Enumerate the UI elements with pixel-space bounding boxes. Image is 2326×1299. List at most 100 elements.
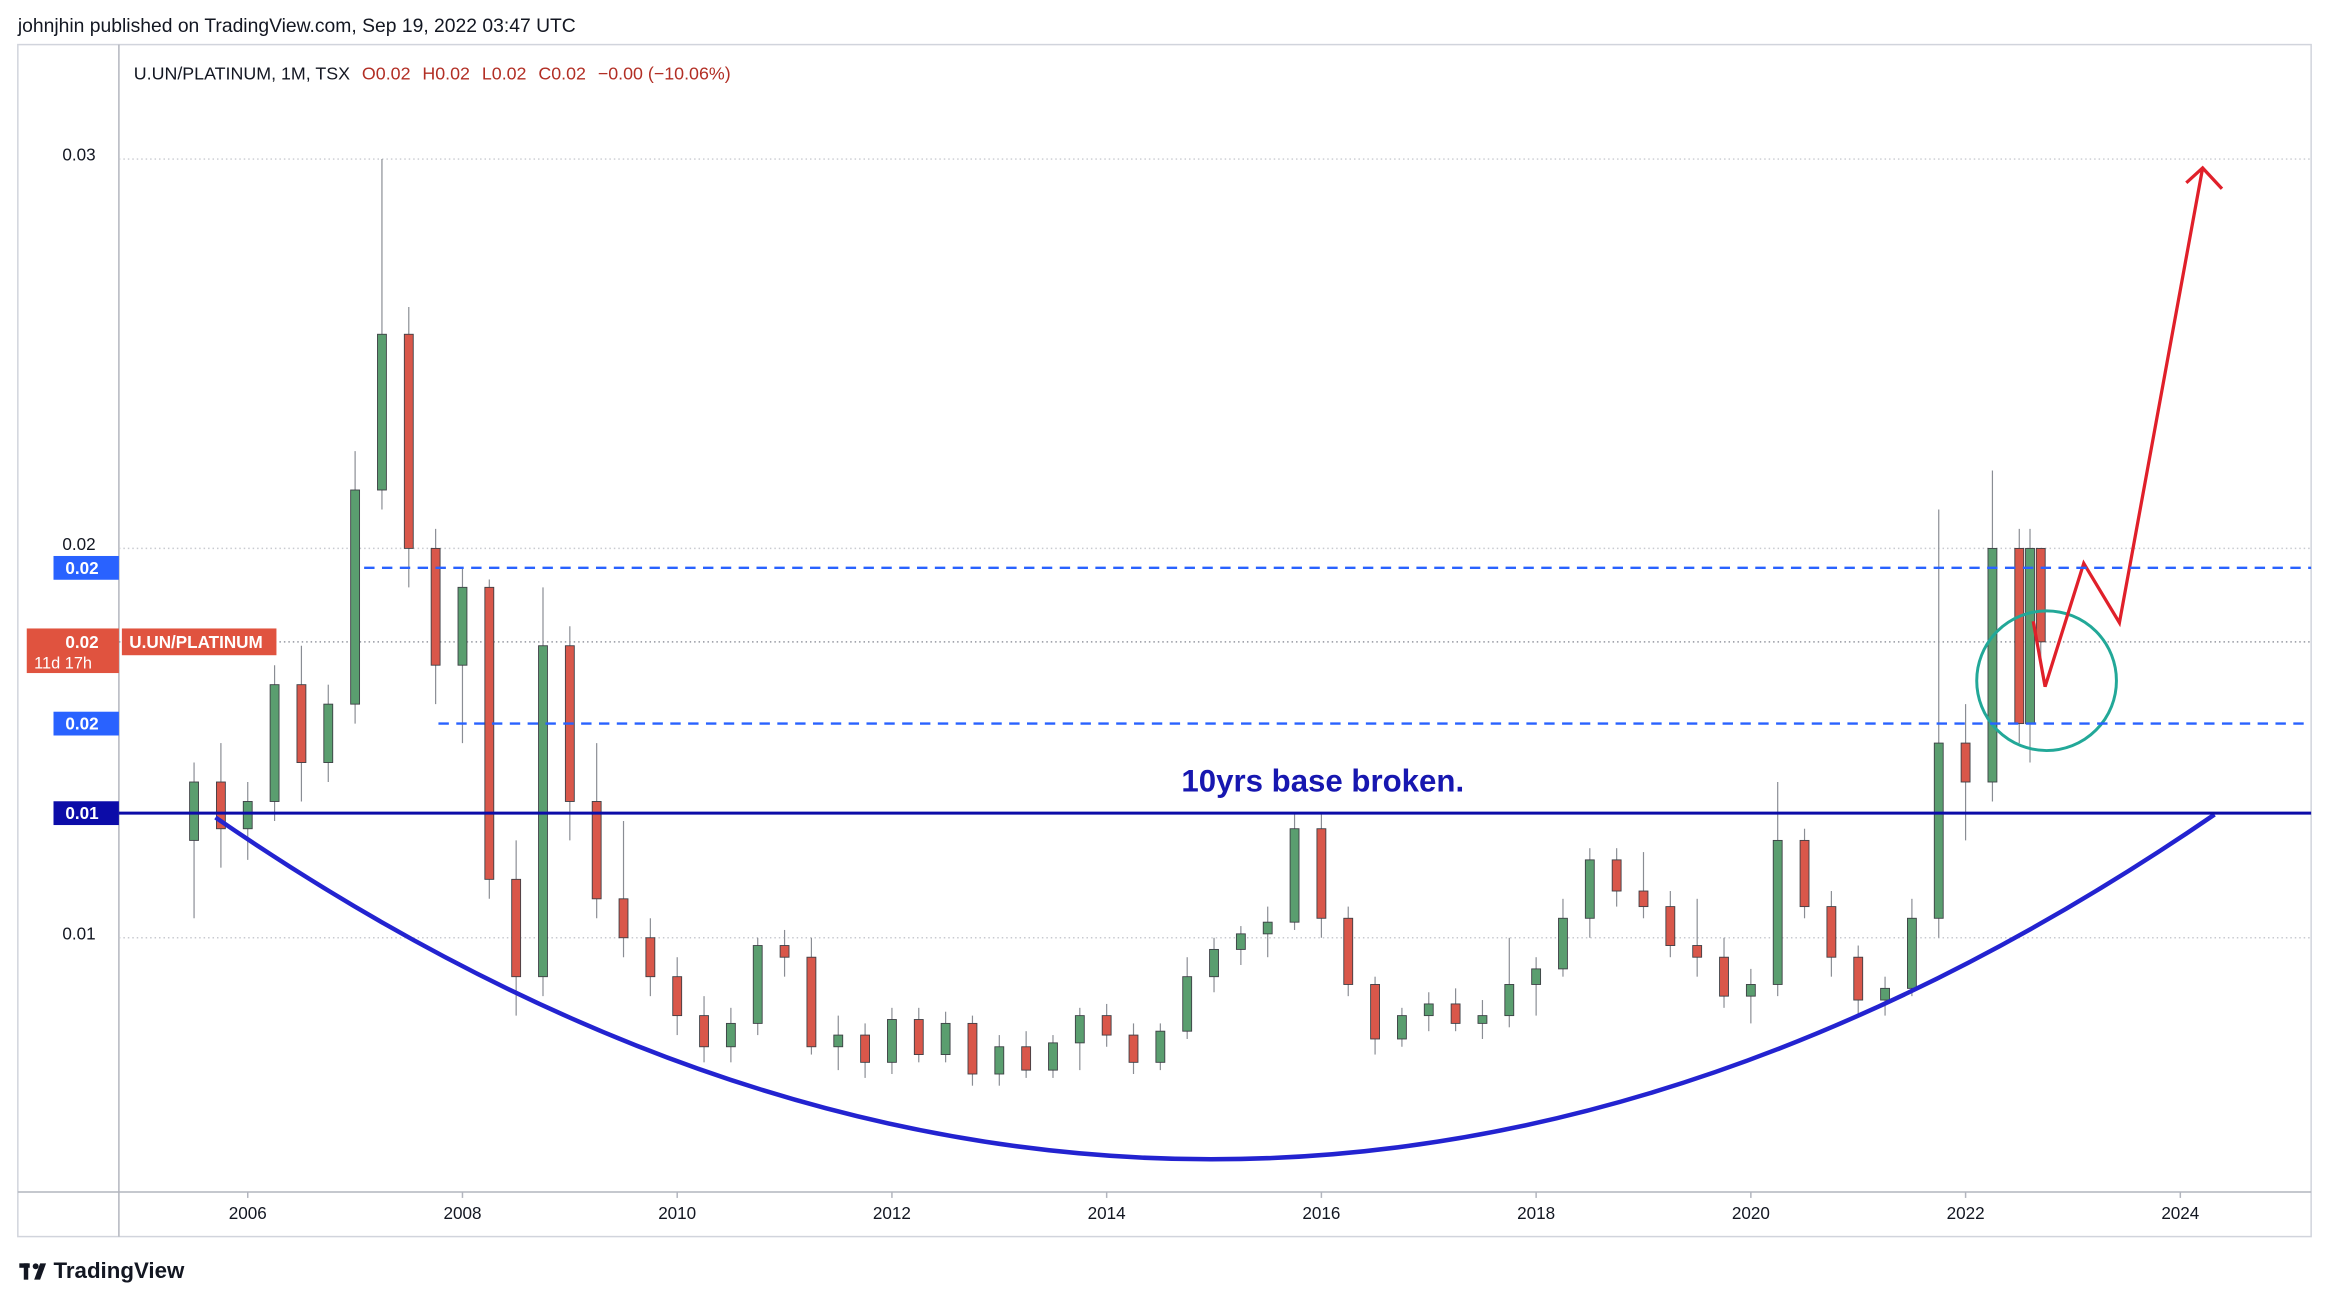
candle-body	[2014, 547, 2025, 725]
candle-body	[1477, 1015, 1488, 1024]
candle-body	[1745, 984, 1756, 997]
candle-body	[403, 333, 414, 549]
symbol-tag: U.UN/PLATINUM	[129, 633, 262, 652]
symbol-tag-box	[121, 628, 277, 656]
candle-body	[860, 1034, 870, 1063]
x-tick-label: 2008	[443, 1204, 481, 1223]
candle-body	[323, 703, 334, 763]
ohlc-close: C0.02	[538, 63, 586, 83]
candle-body	[1262, 921, 1273, 935]
candle-body	[618, 898, 629, 939]
candle-body	[1772, 839, 1783, 985]
candle-body	[1531, 968, 1542, 985]
candle-body	[1289, 828, 1300, 923]
footer-logo	[19, 1263, 47, 1280]
x-tick-label: 2014	[1088, 1204, 1126, 1223]
x-tick-label: 2020	[1732, 1204, 1770, 1223]
candle-body	[296, 684, 307, 763]
candle-body	[1370, 984, 1380, 1040]
candle-body	[1450, 1003, 1461, 1024]
candle-body	[1209, 948, 1219, 978]
last-price-label: 0.02	[65, 633, 98, 652]
footer-brand: TradingView	[54, 1258, 186, 1283]
candle-body	[511, 878, 522, 978]
last-price-box	[26, 628, 119, 674]
arrow-head	[2185, 165, 2224, 190]
candle-body	[1933, 742, 1944, 919]
ohlc-open: O0.02	[362, 63, 411, 83]
candle-body	[967, 1022, 978, 1075]
candle-body	[1960, 742, 1971, 783]
candle-body	[1692, 945, 1703, 958]
x-tick-label: 2018	[1517, 1204, 1555, 1223]
candle-body	[269, 684, 280, 802]
projection-arrow	[2031, 167, 2205, 688]
y-tick-label: 0.01	[62, 924, 95, 943]
x-tick-label: 2024	[2161, 1204, 2199, 1223]
candle-body	[1101, 1015, 1112, 1036]
candle-body	[1719, 956, 1729, 997]
candle-body	[242, 801, 253, 830]
candle-body	[887, 1019, 897, 1063]
candle-body	[1048, 1042, 1058, 1071]
candle-body	[940, 1022, 951, 1055]
ohlc-high: H0.02	[422, 63, 470, 83]
y-tick-label: 0.02	[62, 535, 95, 554]
highlight-circle	[1975, 609, 2118, 753]
candle-body	[1182, 976, 1193, 1032]
candle-body	[1021, 1046, 1032, 1071]
level-label: 0.02	[65, 715, 98, 734]
candle-body	[484, 586, 495, 880]
candle-body	[350, 489, 361, 705]
candle-body	[1584, 859, 1595, 919]
candle-body	[1638, 890, 1649, 908]
candle-body	[1316, 828, 1327, 919]
logo-part	[23, 1263, 29, 1280]
candle-body	[994, 1046, 1005, 1075]
candle-body	[2025, 547, 2035, 725]
candle-body	[1423, 1003, 1434, 1017]
candle-body	[725, 1022, 736, 1048]
candle-body	[1799, 839, 1810, 908]
candle-body	[1343, 917, 1354, 985]
logo-part	[34, 1263, 47, 1280]
y-tick-label: 0.03	[62, 146, 95, 165]
candle-body	[699, 1015, 709, 1048]
countdown: 11d 17h	[34, 654, 92, 672]
x-tick-label: 2022	[1947, 1204, 1985, 1223]
candle-body	[1853, 956, 1864, 1001]
candle-body	[806, 956, 817, 1048]
publish-info: johnjhin published on TradingView.com, S…	[17, 16, 576, 37]
candle-body	[1826, 906, 1837, 958]
level-label-box	[53, 711, 119, 736]
candle-body	[430, 547, 441, 666]
candle-body	[1611, 859, 1622, 892]
candle-body	[1504, 984, 1515, 1017]
candle-body	[1880, 987, 1890, 1001]
change: −0.00 (−10.06%)	[598, 63, 731, 83]
base-arc	[214, 812, 2216, 1162]
candle-body	[591, 801, 602, 900]
x-tick-label: 2006	[229, 1204, 267, 1223]
candle-body	[913, 1019, 924, 1055]
candle-body	[215, 781, 226, 830]
plot-area: 0.03 0.02 0.01 2006 2008 2010 2012 2014 2016 2018…	[62, 146, 2312, 1223]
candle-body	[2035, 547, 2046, 643]
candle-body	[779, 945, 790, 958]
candle-body	[672, 976, 683, 1017]
x-tick-label: 2012	[873, 1204, 911, 1223]
candle-body	[1665, 906, 1676, 946]
candle-body	[1128, 1034, 1139, 1063]
candle-body	[1397, 1015, 1407, 1040]
candle-body	[645, 937, 656, 978]
candle-body	[1074, 1015, 1085, 1044]
x-tick-label: 2010	[658, 1204, 696, 1223]
level-label: 0.02	[65, 559, 98, 578]
candle-body	[1907, 917, 1917, 989]
level-label-box	[53, 555, 119, 580]
symbol: U.UN/PLATINUM, 1M, TSX	[134, 63, 350, 83]
candle-body	[1987, 547, 1998, 783]
